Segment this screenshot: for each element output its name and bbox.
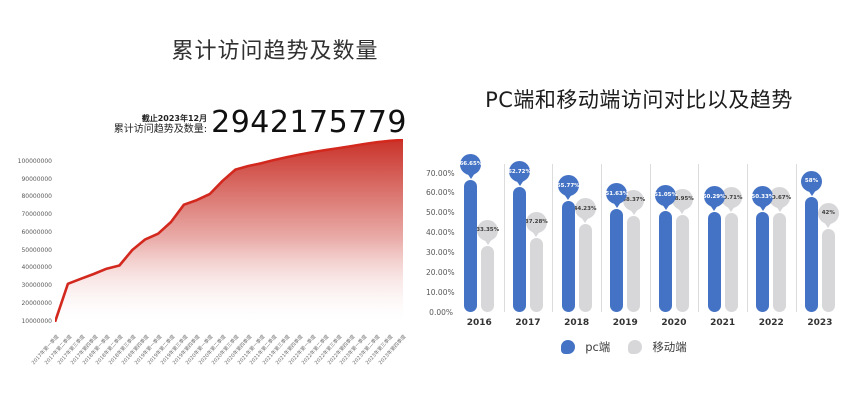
bubble-tail	[775, 206, 784, 213]
y-tick-label: 40000000	[21, 264, 52, 272]
area-fill	[55, 139, 403, 322]
y-tick-label: 40.00%	[426, 228, 455, 238]
pc-bar	[561, 201, 575, 312]
pc-value-bubble: 51.05%	[654, 184, 677, 206]
y-tick-label: 60000000	[21, 228, 52, 236]
year-label: 2023	[807, 318, 833, 328]
bubble-tail	[629, 208, 638, 215]
pc-value-bubble: 66.65%	[459, 153, 482, 175]
mobile-value-bubble: 33.35%	[476, 219, 499, 241]
bubble-tail	[564, 194, 573, 201]
bubble-tail	[581, 217, 590, 224]
mobile-bar	[724, 213, 738, 312]
bubble-tail	[807, 189, 816, 196]
legend-label: pc端	[585, 340, 611, 354]
bubble-tail	[466, 172, 475, 179]
year-label: 2020	[661, 318, 687, 328]
y-tick-label: 70.00%	[426, 168, 455, 178]
left-chart-title: 累计访问趋势及数量	[171, 39, 379, 64]
pc-value-bubble: 51.63%	[605, 183, 628, 205]
cumulative-visits-panel: 累计访问趋势及数量 截止2023年12月 累计访问趋势及数量: 29421757…	[17, 39, 408, 366]
mobile-value-bubble: 48.95%	[671, 188, 694, 210]
stat-metric-label: 累计访问趋势及数量:	[113, 124, 208, 135]
pc-bar	[610, 209, 624, 312]
mobile-value-bubble: 42%	[817, 202, 839, 224]
bubble-tail	[661, 203, 670, 210]
y-tick-label: 90000000	[21, 175, 52, 183]
y-tick-label: 60.00%	[426, 188, 455, 198]
year-label: 2017	[515, 318, 541, 328]
y-tick-label: 10000000	[21, 317, 52, 325]
y-tick-label: 20.00%	[426, 267, 455, 277]
pc-bar	[659, 210, 673, 312]
mobile-value-bubble: 44.23%	[574, 198, 596, 220]
cumulative-total-stat: 截止2023年12月 累计访问趋势及数量: 2942175779	[114, 108, 407, 138]
group-separator-line	[552, 164, 554, 312]
pc-bar	[513, 187, 527, 312]
y-tick-label: 80000000	[21, 193, 52, 201]
chart-legend: pc端 移动端	[426, 339, 830, 355]
pc-legend-icon	[561, 340, 576, 354]
bubble-tail	[612, 202, 621, 209]
legend-label: 移动端	[652, 340, 687, 354]
pc-bar	[707, 212, 721, 312]
pc-value-bubble: 50.33%	[751, 186, 774, 208]
pc-bar	[805, 196, 819, 312]
pc-value-bubble: 50.29%	[703, 186, 726, 208]
bubble-tail	[824, 221, 833, 228]
year-label: 2021	[710, 318, 736, 328]
group-separator-line	[503, 164, 505, 312]
group-separator-line	[698, 164, 700, 312]
cumulative-area-chart	[55, 139, 403, 322]
group-separator-line	[649, 164, 651, 312]
y-tick-label: 30.00%	[426, 247, 455, 257]
y-tick-label: 20000000	[21, 299, 52, 307]
mobile-value-bubble: 37.28%	[525, 211, 548, 233]
mobile-bar	[773, 213, 787, 312]
bubble-tail	[515, 180, 524, 187]
bubble-tail	[758, 205, 767, 212]
bubble-tail	[710, 205, 719, 212]
mobile-bar	[821, 228, 835, 312]
bubble-tail	[483, 238, 492, 245]
y-tick-label: 0.00%	[429, 307, 453, 317]
stat-total-value: 2942175779	[211, 105, 407, 140]
mobile-value-bubble: 49.71%	[720, 187, 742, 209]
pc-mobile-panel: PC端和移动端访问对比以及趋势 70.00% 60.00% 50.00% 40.00%…	[426, 0, 852, 411]
bubble-tail	[532, 230, 541, 237]
y-tick-label: 50.00%	[426, 208, 455, 218]
bubble-tail	[727, 206, 735, 213]
year-label: 2018	[564, 318, 590, 328]
y-tick-label: 10.00%	[426, 287, 455, 297]
y-tick-label: 50000000	[21, 246, 52, 254]
group-separator-line	[600, 164, 602, 312]
year-label: 2016	[466, 318, 492, 328]
mobile-bar	[481, 245, 495, 312]
y-tick-label: 100000000	[17, 158, 52, 165]
y-tick-label: 70000000	[21, 211, 52, 219]
mobile-bar	[578, 224, 592, 312]
stat-asof-date: 截止2023年12月	[141, 114, 208, 123]
pc-bar	[464, 179, 478, 312]
trend-line	[55, 139, 403, 322]
mobile-value-bubble: 49.67%	[768, 187, 791, 209]
mobile-legend-icon	[628, 340, 643, 354]
bubble-tail	[678, 207, 687, 214]
mobile-bar	[675, 214, 689, 312]
group-separator-line	[746, 164, 748, 312]
stat-labels: 截止2023年12月 累计访问趋势及数量:	[114, 114, 207, 138]
mobile-bar	[627, 215, 641, 312]
mobile-bar	[529, 237, 543, 312]
pc-value-bubble: 62.72%	[508, 161, 531, 183]
pc-value-bubble: 55.77%	[557, 175, 580, 197]
group-separator-line	[795, 164, 797, 312]
pc-bar	[756, 212, 770, 312]
pc-value-bubble: 58%	[801, 170, 823, 192]
right-chart-title: PC端和移动端访问对比以及趋势	[485, 88, 793, 112]
year-label: 2019	[612, 318, 638, 328]
y-tick-label: 30000000	[21, 282, 52, 290]
year-label: 2022	[758, 318, 784, 328]
mobile-value-bubble: 48.37%	[622, 189, 645, 211]
